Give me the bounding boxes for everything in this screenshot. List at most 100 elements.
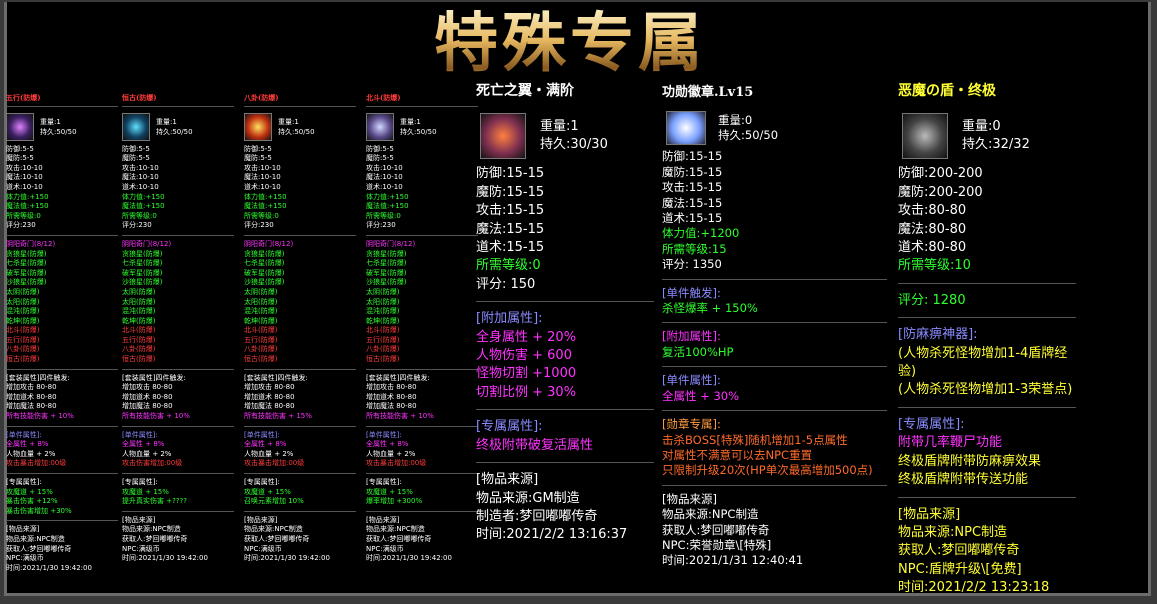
section: [单件属性]: 全属性 + 8% 人物血量 + 2% 攻击伤害增加:00级 bbox=[122, 431, 234, 474]
text-line: 暴击伤害增加 +30% bbox=[6, 506, 72, 515]
text-line: 体力值:+150 bbox=[366, 192, 409, 201]
text-line: 增加攻击 80-80 bbox=[366, 383, 417, 392]
text-line: 道术:15-15 bbox=[662, 211, 723, 226]
text-line: 七杀星(防爆) bbox=[122, 259, 163, 268]
item-card: 死亡之翼・满阶 重量:1 持久:30/30 防御:15-15 魔防:15-15 攻击:15… bbox=[476, 82, 654, 560]
section: [单件触发]: 杀怪爆率 + 150% bbox=[662, 286, 887, 324]
text-line: 评分:230 bbox=[6, 221, 36, 230]
text-line: [防麻痹神器]: bbox=[898, 327, 978, 343]
text-line: 混沌(防爆) bbox=[244, 307, 278, 316]
text-line: 太阴(防爆) bbox=[244, 287, 278, 296]
stat-line: 持久:30/30 bbox=[540, 137, 608, 153]
text-line: 五行(防爆) bbox=[366, 335, 400, 344]
text-line: 道术:10-10 bbox=[244, 182, 281, 191]
icon-row: 重量:1 持久:50/50 bbox=[6, 111, 118, 145]
stat-line: 持久:50/50 bbox=[156, 127, 193, 136]
text-line: 魔法值:+150 bbox=[122, 202, 165, 211]
text-line: [附加属性]: bbox=[476, 311, 543, 327]
text-line: [专属属性]: bbox=[476, 419, 543, 435]
text-line: [物品来源] bbox=[122, 515, 156, 524]
weight-durability: 重量:1 持久:50/50 bbox=[278, 118, 315, 137]
item-icon bbox=[480, 113, 526, 160]
item-icon bbox=[244, 112, 272, 141]
text-line: 太阴(防爆) bbox=[122, 287, 156, 296]
text-line: 魔法:10-10 bbox=[366, 173, 403, 182]
section: [专属属性]: 攻魔道 + 15% 召唤元素增加 10% bbox=[244, 478, 356, 512]
text-line: 物品来源:NPC制造 bbox=[244, 525, 303, 534]
text-line: 八卦(防爆) bbox=[122, 345, 156, 354]
text-line: 魔防:5-5 bbox=[244, 154, 272, 163]
text-line: 评分: 150 bbox=[476, 276, 536, 292]
text-line: 物品来源:NPC制造 bbox=[122, 525, 181, 534]
text-line: 太阳(防爆) bbox=[244, 297, 278, 306]
text-line: 体力值:+150 bbox=[122, 192, 165, 201]
text-line: 道术:10-10 bbox=[6, 182, 43, 191]
text-line: 评分:230 bbox=[244, 221, 274, 230]
text-line: 切割比例 + 30% bbox=[476, 384, 577, 400]
stat-line: 持久:50/50 bbox=[278, 127, 315, 136]
text-line: 体力值:+150 bbox=[244, 192, 287, 201]
text-line: [套装属性]四件触发: bbox=[366, 373, 430, 382]
text-line: [附加属性]: bbox=[662, 329, 721, 344]
text-line: 魔法:80-80 bbox=[898, 221, 967, 237]
text-line: 攻击暴击增加:00级 bbox=[6, 459, 67, 468]
section: 阴阳奇门(8/12) 贪狼星(防爆) 七杀星(防爆) 破军星(防爆) 沙狼星(防爆) 太阴… bbox=[122, 240, 234, 370]
section: 阴阳奇门(8/12) 贪狼星(防爆) 七杀星(防爆) 破军星(防爆) 沙狼星(防爆) 太阴… bbox=[244, 240, 356, 370]
section: [套装属性]四件触发: 增加攻击 80-80 增加道术 80-80 增加魔法 80-8… bbox=[366, 374, 478, 427]
card-title: 北斗(防爆) bbox=[366, 93, 478, 107]
text-line: 沙狼星(防爆) bbox=[122, 278, 163, 287]
text-line: 击杀BOSS[特殊]随机增加1-5点属性 bbox=[662, 432, 848, 447]
text-line: 防御:5-5 bbox=[366, 144, 394, 153]
text-line: [专属属性]: bbox=[6, 478, 42, 486]
text-line: 时间:2021/1/30 19:42:00 bbox=[6, 563, 92, 572]
text-line: 太阳(防爆) bbox=[6, 297, 40, 306]
text-line: 防御:15-15 bbox=[662, 149, 723, 164]
section: [物品来源] 物品来源:NPC制造 获取人:梦回嘟嘟传奇 NPC:满级币 时间:2021… bbox=[122, 516, 234, 568]
text-line: 七杀星(防爆) bbox=[244, 259, 285, 268]
text-line: [单件属性]: bbox=[6, 430, 42, 439]
text-line: 所需等级:0 bbox=[366, 211, 401, 220]
text-line: NPC:盾牌升级\[免费] bbox=[898, 561, 1022, 577]
text-line: 物品来源:NPC制造 bbox=[662, 507, 759, 522]
section: 防御:15-15 魔防:15-15 攻击:15-15 魔法:15-15 道术:15-15… bbox=[476, 165, 654, 303]
text-line: 所需等级:0 bbox=[476, 258, 541, 274]
text-line: 防御:15-15 bbox=[476, 166, 545, 182]
item-icon bbox=[122, 112, 150, 141]
item-icon bbox=[366, 112, 394, 141]
text-line: NPC:满级币 bbox=[6, 554, 44, 563]
text-line: [专属属性]: bbox=[244, 478, 280, 486]
text-line: [物品来源] bbox=[244, 515, 278, 524]
text-line: 制造者:梦回嘟嘟传奇 bbox=[476, 508, 598, 524]
text-line: 恒古(防爆) bbox=[122, 355, 156, 364]
section: 防御:15-15 魔防:15-15 攻击:15-15 魔法:15-15 道术:15-15… bbox=[662, 149, 887, 280]
text-line: 攻魔道 + 15% bbox=[366, 487, 413, 496]
section: [套装属性]四件触发: 增加攻击 80-80 增加道术 80-80 增加魔法 80-8… bbox=[6, 374, 118, 427]
text-line: 物品来源:NPC制造 bbox=[898, 524, 1008, 540]
text-line: [物品来源] bbox=[898, 506, 961, 522]
section: [单件属性]: 全属性 + 30% bbox=[662, 373, 887, 412]
text-line: 所需等级:0 bbox=[6, 211, 41, 220]
text-line: 太阳(防爆) bbox=[122, 297, 156, 306]
text-line: NPC:满级币 bbox=[366, 544, 404, 553]
text-line: 太阴(防爆) bbox=[366, 287, 400, 296]
text-line: 混沌(防爆) bbox=[6, 307, 40, 316]
text-line: 八卦(防爆) bbox=[366, 345, 400, 354]
item-icon bbox=[6, 112, 34, 141]
text-line: 混沌(防爆) bbox=[122, 307, 156, 316]
text-line: 体力值:+150 bbox=[6, 192, 49, 201]
text-line: 七杀星(防爆) bbox=[366, 259, 407, 268]
text-line: 沙狼星(防爆) bbox=[6, 278, 47, 287]
text-line: [单件属性]: bbox=[122, 430, 158, 439]
card-title: 恶魔の盾・终极 bbox=[898, 83, 996, 99]
page-title: 特殊专属 bbox=[330, 4, 810, 84]
text-line: 贪狼星(防爆) bbox=[244, 249, 285, 258]
text-line: 魔法:15-15 bbox=[476, 221, 545, 237]
text-line: 评分: 1280 bbox=[898, 292, 966, 308]
section: [防麻痹神器]: (人物杀死怪物增加1-4盾牌经验) (人物杀死怪物增加1-3荣誉点… bbox=[898, 326, 1076, 408]
text-line: [套装属性]四件触发: bbox=[6, 373, 70, 382]
text-line: 获取人:梦回嘟嘟传奇 bbox=[122, 534, 188, 543]
text-line: 攻击:15-15 bbox=[476, 203, 545, 219]
text-line: 增加道术 80-80 bbox=[366, 392, 417, 401]
text-line: 增加攻击 80-80 bbox=[244, 383, 295, 392]
